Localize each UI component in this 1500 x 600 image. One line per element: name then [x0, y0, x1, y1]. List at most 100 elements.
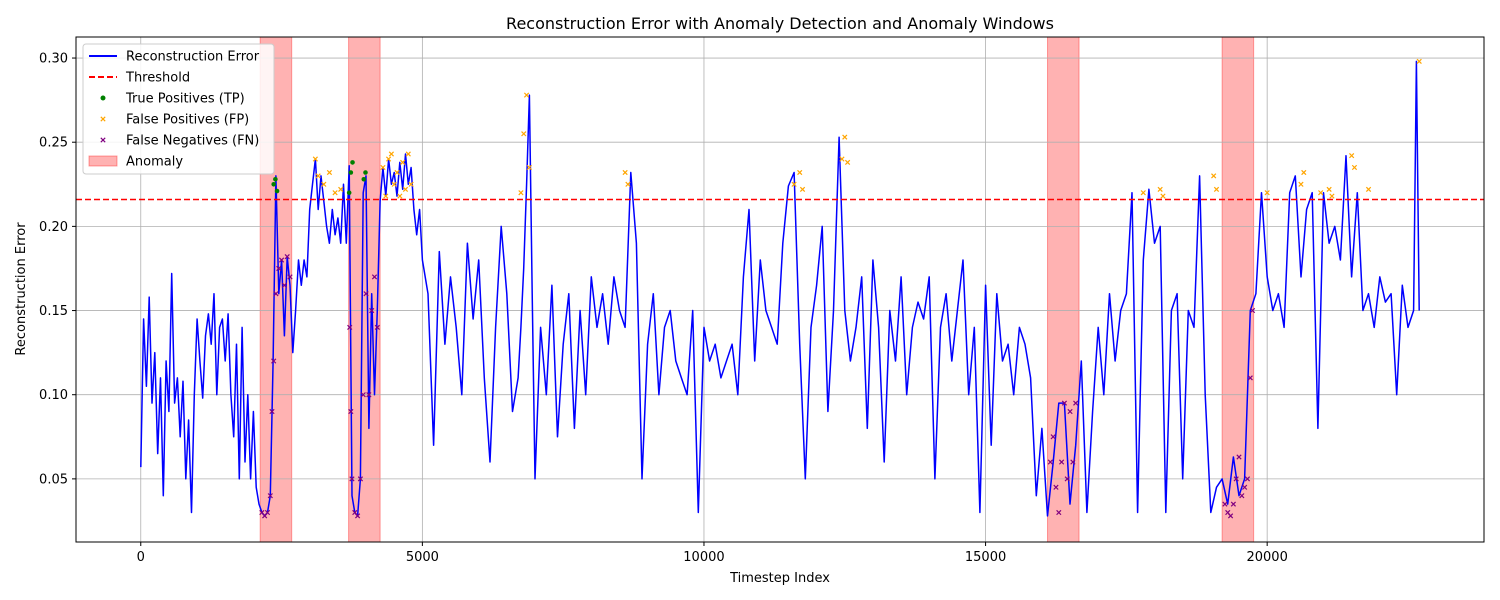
fp-marker-2-b [321, 181, 327, 187]
fp-marker-14 [402, 186, 409, 192]
fp-marker-29-b [1140, 190, 1146, 196]
fn-marker-21-b [369, 307, 375, 314]
legend-swatch-4-b [100, 137, 106, 143]
legend-label-4: False Negatives (FN) [126, 134, 259, 149]
fn-marker-2-b [264, 509, 271, 516]
fp-marker-19 [523, 92, 530, 98]
fp-marker-18-b [521, 131, 527, 137]
fp-marker-38-b [1326, 186, 1332, 192]
fp-marker-42-b [1365, 186, 1372, 192]
fp-marker-23-b [791, 181, 797, 187]
fn-marker-24-b [1047, 459, 1053, 465]
fn-marker-4 [269, 408, 275, 415]
fp-marker-33-b [1213, 186, 1220, 192]
fp-marker-3-b [326, 169, 333, 176]
fn-marker-9-b [281, 282, 288, 288]
fp-marker-9-b [388, 151, 395, 157]
legend-label-5: Anomaly [126, 155, 183, 170]
fp-marker-26 [839, 156, 845, 162]
fn-marker-17-b [357, 476, 364, 482]
fn-marker-32-b [1070, 459, 1076, 465]
fp-marker-27 [842, 134, 848, 140]
fp-marker-36-b [1301, 169, 1307, 176]
fp-marker-41-b [1351, 164, 1358, 171]
fn-marker-41 [1242, 484, 1248, 490]
fn-marker-27 [1056, 509, 1062, 516]
fp-marker-5-b [338, 186, 344, 192]
fn-marker-22 [371, 274, 378, 280]
fn-marker-13-b [348, 408, 354, 415]
fp-marker-2 [321, 181, 327, 187]
x-axis-label: Timestep Index [729, 571, 830, 586]
fn-marker-34 [1222, 501, 1228, 507]
fp-marker-36 [1301, 169, 1307, 176]
fp-marker-13-b [400, 159, 406, 166]
legend-swatch-2 [100, 95, 106, 101]
tp-marker-2 [274, 188, 280, 194]
fn-marker-20-b [366, 392, 372, 398]
fn-marker-9 [281, 282, 288, 288]
fp-marker-18 [521, 131, 527, 137]
fp-marker-30 [1157, 186, 1163, 192]
fn-marker-17 [357, 476, 364, 482]
legend-swatch-3-b [100, 116, 106, 122]
fp-marker-15 [405, 151, 411, 157]
fp-marker-28-b [844, 159, 851, 166]
fn-marker-10 [284, 254, 290, 260]
tp-marker-0 [271, 181, 276, 187]
series-line-0 [140, 60, 1420, 517]
fp-marker-4 [332, 190, 338, 196]
y-axis-label: Reconstruction Error [14, 222, 29, 356]
fn-marker-5 [271, 358, 277, 364]
fn-marker-43 [1247, 375, 1253, 381]
fn-marker-4-b [269, 408, 275, 415]
fn-marker-39-b [1236, 454, 1242, 460]
fp-marker-20 [526, 164, 533, 171]
fp-marker-24 [797, 169, 803, 176]
x-tick-label-2: 10000 [683, 550, 724, 565]
x-tick-label-3: 15000 [965, 550, 1006, 565]
fn-marker-44-b [1249, 307, 1256, 314]
fp-marker-5 [338, 186, 344, 192]
fp-marker-33 [1213, 186, 1220, 192]
fn-marker-25 [1050, 434, 1056, 440]
fn-marker-30-b [1064, 476, 1070, 482]
fn-marker-25-b [1050, 434, 1056, 440]
fp-marker-1-b [315, 173, 321, 179]
y-tick-label-1: 0.10 [39, 388, 68, 403]
y-tick-label-4: 0.25 [39, 136, 68, 151]
fn-marker-41-b [1242, 484, 1248, 490]
fn-marker-10-b [284, 254, 290, 260]
fp-marker-37-b [1318, 190, 1324, 196]
fn-marker-16 [354, 513, 361, 519]
fn-marker-40 [1239, 493, 1245, 499]
fn-marker-23-b [374, 324, 380, 330]
fn-marker-42 [1244, 476, 1251, 482]
fn-marker-29-b [1061, 400, 1068, 406]
y-tick-label-2: 0.15 [39, 304, 68, 319]
fp-marker-29 [1140, 190, 1146, 196]
fn-marker-37-b [1230, 501, 1237, 507]
fp-marker-27-b [842, 134, 848, 140]
fn-marker-21 [369, 307, 375, 314]
fn-marker-5-b [271, 358, 277, 364]
fp-marker-30-b [1157, 186, 1163, 192]
fp-marker-13 [400, 159, 406, 166]
fn-marker-3-b [267, 493, 273, 499]
fp-marker-31-b [1160, 193, 1166, 199]
legend-label-1: Threshold [125, 71, 190, 86]
fn-marker-33 [1073, 400, 1079, 406]
x-tick-label-1: 5000 [406, 550, 439, 565]
y-tick-label-0: 0.05 [39, 472, 68, 487]
fn-marker-39 [1236, 454, 1242, 460]
fn-marker-13 [348, 408, 354, 415]
fn-marker-12 [347, 324, 353, 330]
fp-marker-32 [1211, 173, 1217, 179]
fp-marker-7 [383, 193, 389, 199]
fp-marker-12-b [397, 193, 403, 199]
fp-marker-17-b [518, 190, 524, 196]
fp-marker-23 [791, 181, 797, 187]
fp-marker-38 [1326, 186, 1332, 192]
fn-marker-14 [349, 476, 355, 482]
